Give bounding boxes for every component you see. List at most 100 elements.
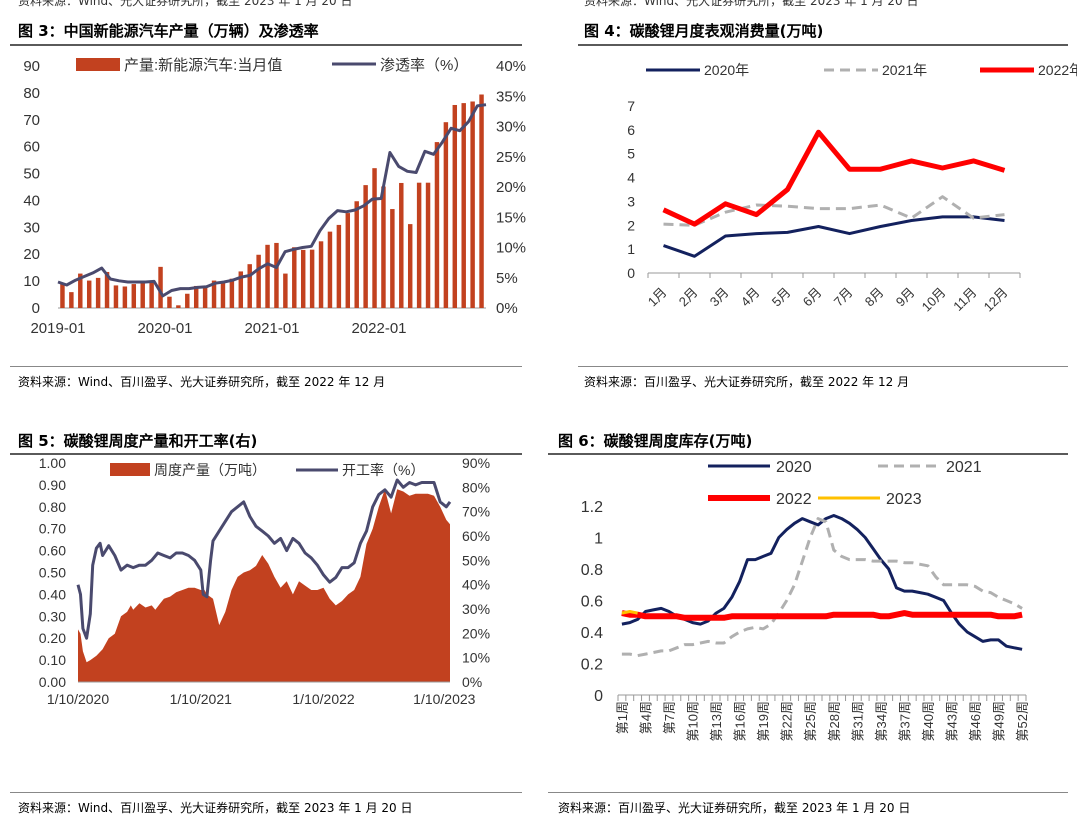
chart4-x-tick: 第31周 <box>850 701 865 741</box>
chart1-bar <box>229 278 235 308</box>
chart2-x-tick: 1月 <box>645 285 670 310</box>
chart3-legend-area-swatch <box>110 463 150 476</box>
chart3-yright-tick: 90% <box>462 455 490 471</box>
chart1-bar <box>202 285 208 308</box>
chart2-x-tick: 7月 <box>831 285 856 310</box>
chart1-x-tick: 2021-01 <box>244 320 299 337</box>
chart1-bar <box>461 103 466 309</box>
chart2-source: 资料来源：百川盈孚、光大证券研究所，截至 2022 年 12 月 <box>584 375 910 389</box>
chart4-top-rule <box>548 453 1068 455</box>
chart4-x-tick: 第22周 <box>780 701 795 741</box>
chart1-yright-tick: 20% <box>496 179 526 196</box>
chart3-yright-tick: 80% <box>462 479 490 495</box>
chart3-svg: 0.00 0.10 0.20 0.30 0.40 0.50 0.60 0.70 0.80 0.90… <box>39 455 490 707</box>
chart1-bar <box>149 282 154 308</box>
chart1-yleft-tick: 0 <box>32 300 40 317</box>
chart1-yright-tick: 15% <box>496 209 526 226</box>
chart1-bar <box>283 273 288 308</box>
chart4-x-tick: 第46周 <box>968 701 983 741</box>
chart1-bar <box>363 185 368 308</box>
chart4-line-2022 <box>621 610 1023 621</box>
chart4-y-tick: 0 <box>594 688 603 705</box>
chart1-bar <box>274 242 279 308</box>
chart3-x-tick: 1/10/2020 <box>47 691 109 707</box>
chart4-y-tick: 0.2 <box>581 657 603 674</box>
chart2-y-tick: 7 <box>627 98 635 114</box>
chart2-x-tick: 11月 <box>950 285 979 314</box>
chart4-x-tick: 第52周 <box>1015 701 1030 741</box>
chart4-x-tick: 第37周 <box>897 701 912 741</box>
chart3-production-area <box>78 489 450 682</box>
chart1-x-tick: 2019-01 <box>30 320 85 337</box>
chart4-x-tick: 第7周 <box>662 701 677 734</box>
chart3-yright-tick: 20% <box>462 625 490 641</box>
chart4-source: 资料来源：百川盈孚、光大证券研究所，截至 2023 年 1 月 20 日 <box>558 801 911 815</box>
chart3-yright-tick: 30% <box>462 601 490 617</box>
chart1-bar <box>443 122 449 308</box>
chart1-bar <box>309 249 315 308</box>
chart3-yleft-tick: 0.90 <box>39 477 66 493</box>
chart1-bar <box>256 254 261 308</box>
chart1-bar <box>479 94 484 308</box>
chart4-x-tick: 第10周 <box>686 701 701 741</box>
chart2-x-tick: 4月 <box>738 285 763 310</box>
chart1-bar <box>381 186 386 308</box>
chart4-y-tick: 0.4 <box>581 625 603 642</box>
chart1-bar <box>354 201 359 308</box>
chart1-source: 资料来源：Wind、百川盈孚、光大证券研究所，截至 2022 年 12 月 <box>18 375 386 389</box>
chart3-utilization-line <box>76 478 452 640</box>
chart4-line-2020 <box>621 514 1023 651</box>
chart1-yright-tick: 40% <box>496 58 526 75</box>
chart1-bar <box>185 293 190 308</box>
chart4-x-tick: 第19周 <box>756 701 771 741</box>
chart3-yleft-tick: 0.60 <box>39 543 66 559</box>
chart1-yleft-tick: 60 <box>23 139 40 156</box>
chart4-x-tick: 第1周 <box>615 701 630 734</box>
chart1-yleft-tick: 30 <box>23 219 40 236</box>
chart1-yleft-tick: 70 <box>23 112 40 129</box>
chart1-penetration-line <box>57 103 487 298</box>
chart3-yright-tick: 50% <box>462 552 490 568</box>
chart4-line-2023 <box>621 610 638 615</box>
chart2-line-2022年 <box>662 129 1006 227</box>
chart1-yleft-tick: 40 <box>23 192 40 209</box>
chart1-bottom-rule <box>10 366 522 367</box>
chart4-svg: 0 0.2 0.4 0.6 0.8 1 1.2 第1周 第4周 第7周 第10周 第13周 第16周 第1… <box>581 459 1030 741</box>
chart4-y-tick: 0.8 <box>581 562 603 579</box>
chart3-yleft-tick: 0.30 <box>39 608 66 624</box>
chart4-x-tick: 第4周 <box>638 701 653 734</box>
chart1-bar <box>407 224 413 308</box>
chart1-bar <box>193 285 199 308</box>
chart4-x-tick: 第34周 <box>874 701 889 741</box>
chart1-bar <box>336 224 342 308</box>
chart3-x-tick: 1/10/2021 <box>170 691 232 707</box>
chart1-bar <box>95 277 101 308</box>
chart2-y-tick: 2 <box>627 217 635 233</box>
chart4-bottom-rule <box>548 792 1068 793</box>
chart4-x-tick: 第43周 <box>944 701 959 741</box>
chart1-bar <box>327 231 333 308</box>
chart2-x-tick: 10月 <box>919 285 949 315</box>
chart1-yleft-tick: 90 <box>23 58 40 75</box>
chart3-top-rule <box>10 453 522 455</box>
chart2-x-tick: 8月 <box>862 285 887 310</box>
chart2-y-tick: 0 <box>627 265 635 281</box>
chart4-y-tick: 1 <box>594 531 603 548</box>
chart1-yright-tick: 35% <box>496 88 526 105</box>
chart1-bar <box>416 182 422 308</box>
chart1-yright-tick: 0% <box>496 300 518 317</box>
chart1-bar <box>452 104 458 308</box>
chart1-bar <box>131 284 137 308</box>
chart3-yright-tick: 0% <box>462 674 482 690</box>
chart1-bar <box>140 282 145 308</box>
chart1-bar <box>265 244 270 308</box>
chart1-bar <box>318 241 324 308</box>
chart3-yright-tick: 70% <box>462 504 490 520</box>
chart1-bar <box>104 271 110 308</box>
chart2-x-tick: 3月 <box>707 285 732 310</box>
chart1-yleft-tick: 20 <box>23 246 40 263</box>
chart1-bar <box>167 296 172 308</box>
chart4-x-tick: 第25周 <box>803 701 818 741</box>
chart1-yleft-tick: 10 <box>23 273 40 290</box>
chart1-top-rule <box>10 44 522 46</box>
